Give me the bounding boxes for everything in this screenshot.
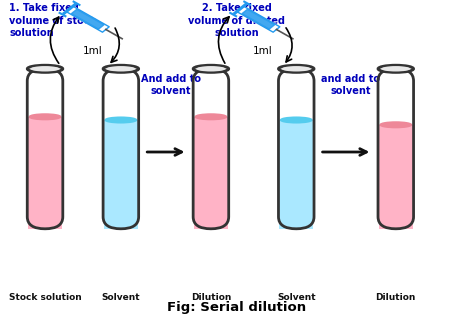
- Ellipse shape: [194, 222, 228, 228]
- Text: and add to
solvent: and add to solvent: [321, 74, 380, 96]
- Text: Solvent: Solvent: [101, 293, 140, 302]
- Polygon shape: [237, 6, 280, 32]
- Text: 1ml: 1ml: [82, 46, 102, 56]
- Ellipse shape: [196, 66, 226, 71]
- Text: And add to
solvent: And add to solvent: [141, 74, 201, 96]
- Ellipse shape: [195, 114, 227, 119]
- Polygon shape: [194, 117, 228, 229]
- Ellipse shape: [28, 222, 62, 228]
- Ellipse shape: [279, 222, 313, 228]
- Text: Solvent: Solvent: [277, 293, 316, 302]
- Polygon shape: [279, 120, 313, 229]
- Ellipse shape: [106, 66, 136, 71]
- Ellipse shape: [105, 117, 137, 123]
- Text: 1. Take fixed
volume of stock
solution: 1. Take fixed volume of stock solution: [9, 3, 97, 38]
- Ellipse shape: [282, 66, 311, 71]
- Text: 2. Take fixed
volume of diluted
solution: 2. Take fixed volume of diluted solution: [189, 3, 285, 38]
- Ellipse shape: [281, 117, 312, 123]
- Polygon shape: [71, 9, 104, 29]
- Text: Dilution: Dilution: [375, 293, 416, 302]
- Ellipse shape: [27, 65, 63, 72]
- Ellipse shape: [381, 66, 410, 71]
- Ellipse shape: [379, 222, 412, 228]
- Ellipse shape: [378, 65, 413, 72]
- Polygon shape: [66, 6, 109, 32]
- Ellipse shape: [193, 65, 228, 72]
- Ellipse shape: [103, 65, 138, 72]
- Polygon shape: [104, 120, 137, 229]
- Ellipse shape: [279, 65, 314, 72]
- Ellipse shape: [29, 114, 61, 119]
- Text: 1ml: 1ml: [253, 46, 273, 56]
- Polygon shape: [379, 125, 412, 229]
- Ellipse shape: [380, 122, 411, 127]
- Polygon shape: [28, 117, 62, 229]
- Polygon shape: [242, 9, 275, 29]
- Text: Fig: Serial dilution: Fig: Serial dilution: [167, 300, 307, 314]
- Text: Stock solution: Stock solution: [9, 293, 82, 302]
- Ellipse shape: [30, 66, 60, 71]
- Text: Dilution: Dilution: [191, 293, 231, 302]
- Ellipse shape: [104, 222, 137, 228]
